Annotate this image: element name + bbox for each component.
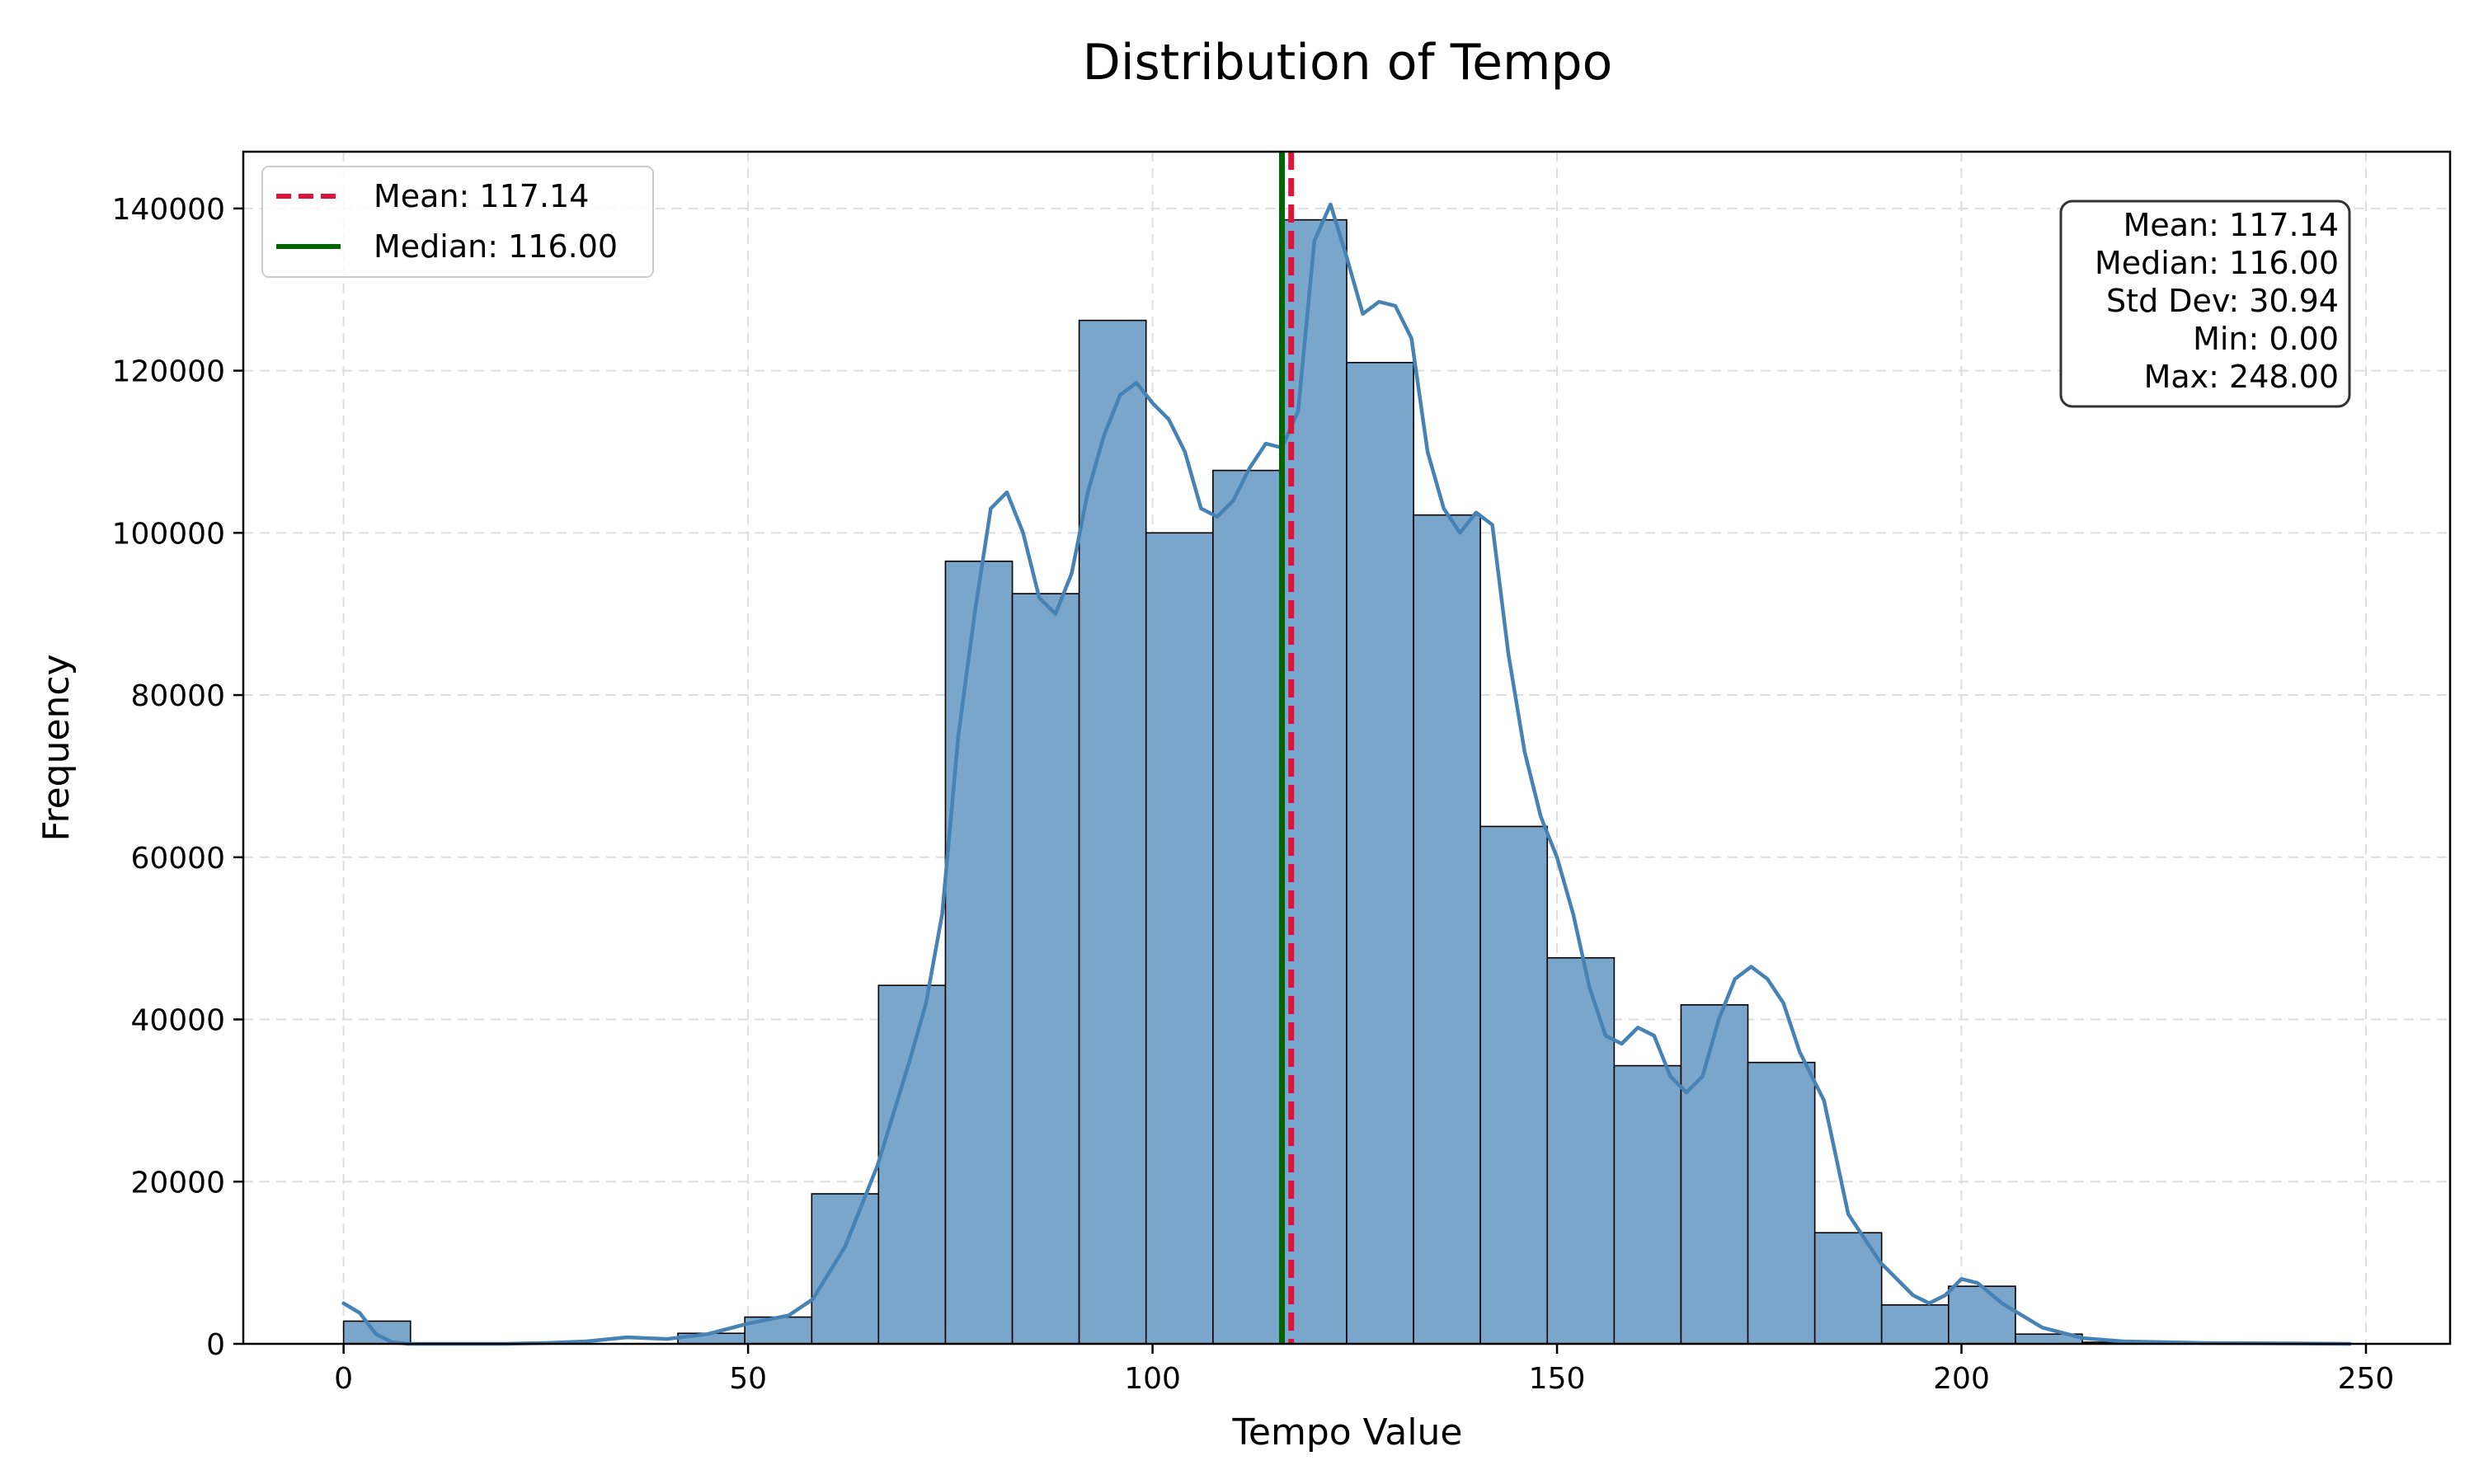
histogram-bar [877, 984, 947, 1345]
y-tick-label: 140000 [112, 193, 225, 227]
histogram-bar [1613, 1064, 1682, 1345]
histogram-bar [1346, 361, 1414, 1345]
stats-std-dev: Std Dev: 30.94 [2106, 283, 2339, 319]
x-axis-title: Tempo Value [1232, 1411, 1463, 1453]
histogram-bar [1413, 514, 1481, 1345]
y-tick-label: 60000 [130, 842, 225, 876]
y-tick-label: 0 [206, 1328, 225, 1362]
x-tick-label: 250 [2338, 1362, 2395, 1396]
y-tick-label: 80000 [130, 679, 225, 713]
stats-box: Mean: 117.14 Median: 116.00 Std Dev: 30.… [2059, 200, 2351, 408]
histogram-bar [1078, 319, 1147, 1345]
y-tick-label: 40000 [130, 1004, 225, 1038]
x-tick-label: 0 [334, 1362, 353, 1396]
legend-mean-label: Mean: 117.14 [374, 178, 589, 214]
histogram-bar [1212, 469, 1281, 1345]
histogram-bar [811, 1193, 880, 1345]
histogram-bar [1880, 1303, 1950, 1345]
histogram-bar [944, 560, 1014, 1345]
y-axis-ticks: 0 20000 40000 60000 80000 100000 120000 140000 [112, 193, 243, 1362]
histogram-bar [1546, 956, 1616, 1345]
stats-min: Min: 0.00 [2193, 321, 2339, 357]
histogram-bars [342, 218, 2351, 1345]
kde-curve-layer [341, 202, 2352, 1346]
kde-curve [341, 202, 2352, 1346]
stats-box-frame [2059, 200, 2351, 408]
x-tick-label: 150 [1529, 1362, 1586, 1396]
histogram-bar [1145, 532, 1214, 1345]
x-tick-label: 50 [729, 1362, 767, 1396]
histogram-bar [1747, 1061, 1816, 1345]
stats-mean: Mean: 117.14 [2124, 207, 2339, 243]
y-tick-label: 120000 [112, 355, 225, 389]
legend-box [261, 166, 654, 278]
reference-lines [1279, 152, 1295, 1344]
chart-title: Distribution of Tempo [1083, 34, 1613, 92]
x-tick-label: 200 [1933, 1362, 1990, 1396]
x-tick-label: 100 [1124, 1362, 1181, 1396]
histogram-bar [1011, 593, 1080, 1345]
histogram-bar [1948, 1285, 2016, 1345]
plot-frame [242, 150, 2452, 1345]
histogram-bar [1479, 825, 1549, 1345]
y-tick-label: 20000 [130, 1166, 225, 1200]
stats-median: Median: 116.00 [2095, 245, 2339, 281]
y-tick-label: 100000 [112, 517, 225, 551]
legend: Mean: 117.14 Median: 116.00 [261, 166, 654, 278]
y-axis-title: Frequency [35, 654, 78, 841]
histogram-bar [1680, 1004, 1749, 1345]
histogram-bar [1279, 218, 1348, 1345]
x-axis-ticks: 0 50 100 150 200 250 [334, 1344, 2394, 1396]
legend-median-label: Median: 116.00 [374, 228, 618, 265]
histogram-bar [1813, 1232, 1883, 1345]
stats-max: Max: 248.00 [2144, 359, 2339, 395]
